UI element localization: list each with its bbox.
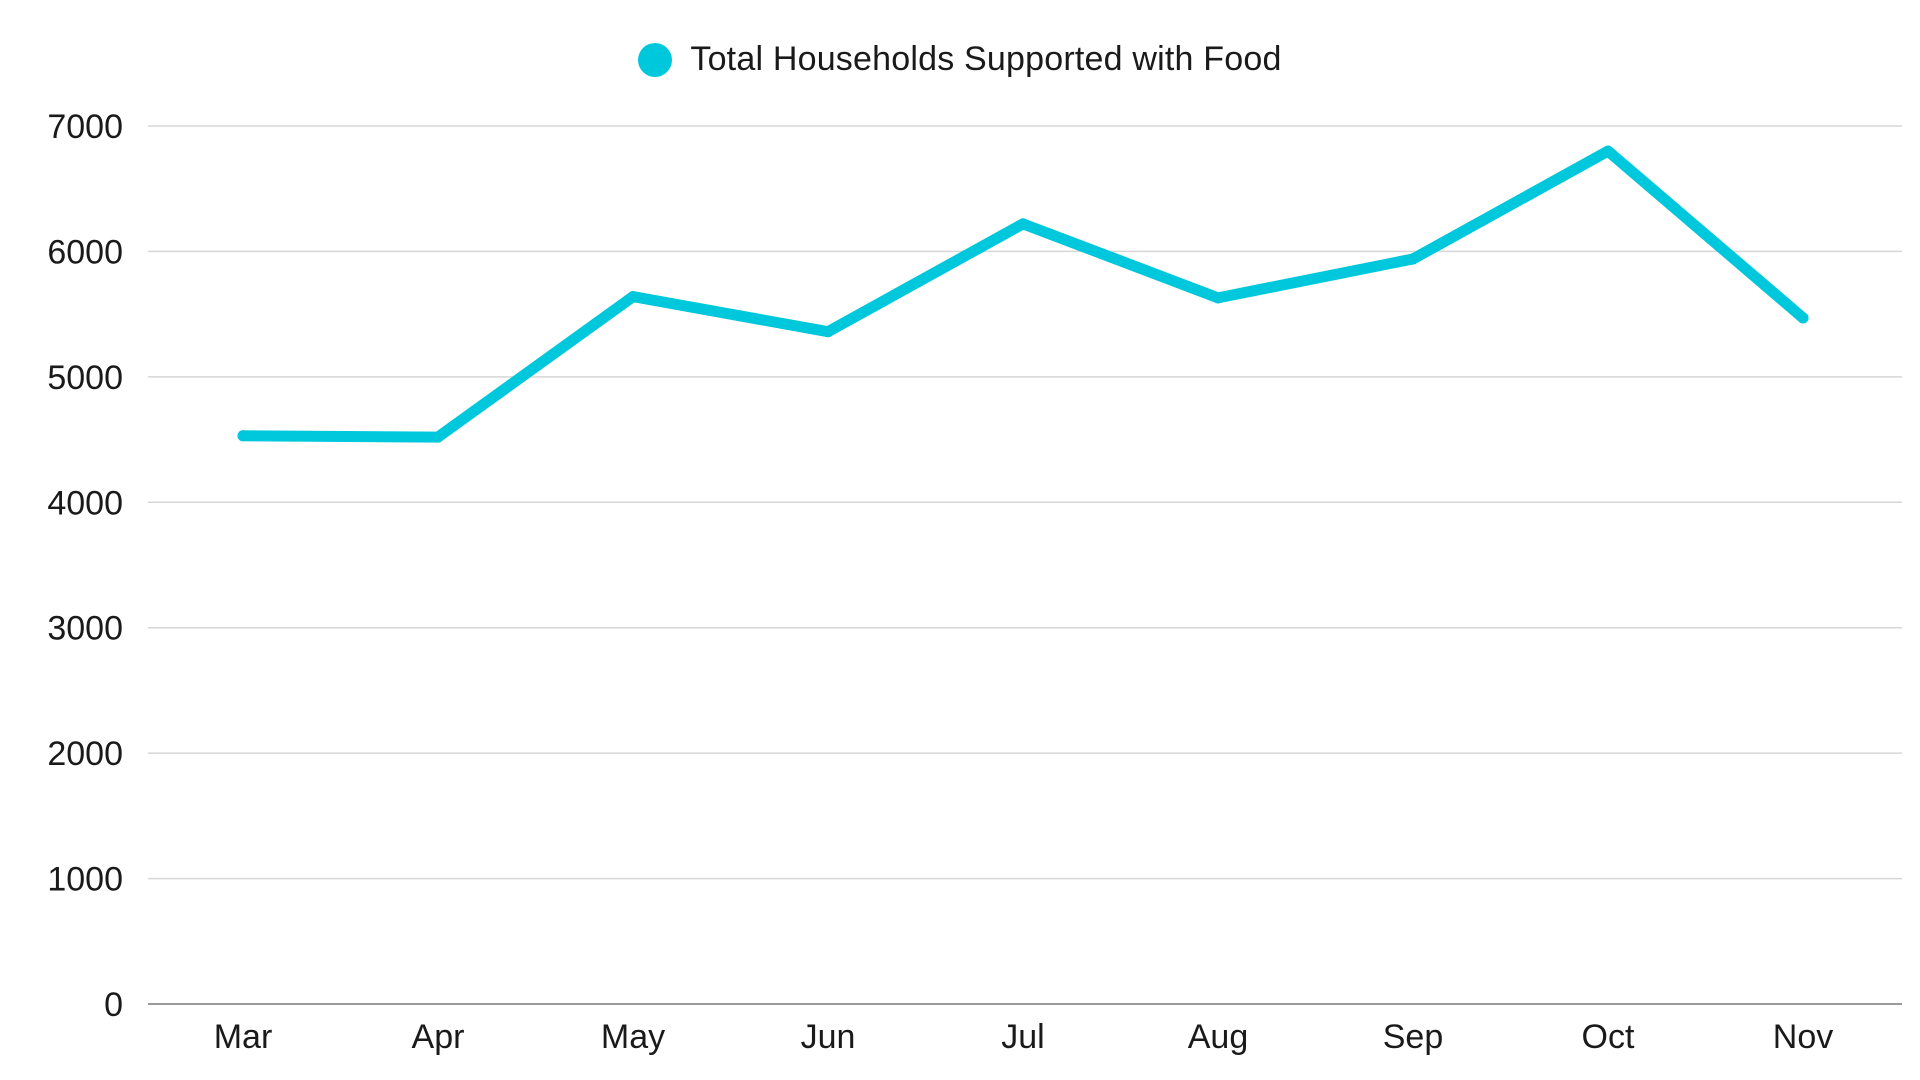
data-point-apr <box>432 431 444 443</box>
legend: Total Households Supported with Food <box>0 40 1920 79</box>
y-tick-label: 5000 <box>47 359 123 397</box>
x-tick-label: Oct <box>1582 1018 1635 1056</box>
x-tick-label: May <box>601 1018 665 1056</box>
data-point-jul <box>1017 218 1029 230</box>
data-point-nov <box>1797 312 1809 324</box>
x-tick-label: Aug <box>1188 1018 1249 1056</box>
y-tick-label: 1000 <box>47 861 123 899</box>
x-tick-label: Nov <box>1773 1018 1833 1056</box>
y-tick-label: 3000 <box>47 610 123 648</box>
data-point-oct <box>1602 145 1614 157</box>
data-point-mar <box>237 430 249 442</box>
y-tick-label: 4000 <box>47 484 123 522</box>
y-tick-label: 2000 <box>47 735 123 773</box>
data-point-jun <box>822 326 834 338</box>
data-point-may <box>627 291 639 303</box>
x-tick-label: Jul <box>1001 1018 1044 1056</box>
y-tick-label: 6000 <box>47 233 123 271</box>
legend-marker <box>638 42 673 77</box>
x-tick-label: Mar <box>214 1018 273 1056</box>
x-tick-label: Jun <box>801 1018 856 1056</box>
legend-label: Total Households Supported with Food <box>690 40 1282 78</box>
series-line <box>237 145 1809 443</box>
data-point-sep <box>1407 253 1419 265</box>
x-tick-label: Apr <box>412 1018 465 1056</box>
x-tick-label: Sep <box>1383 1018 1444 1056</box>
data-point-aug <box>1212 292 1224 304</box>
y-tick-label: 0 <box>104 986 123 1024</box>
y-tick-label: 7000 <box>47 108 123 146</box>
